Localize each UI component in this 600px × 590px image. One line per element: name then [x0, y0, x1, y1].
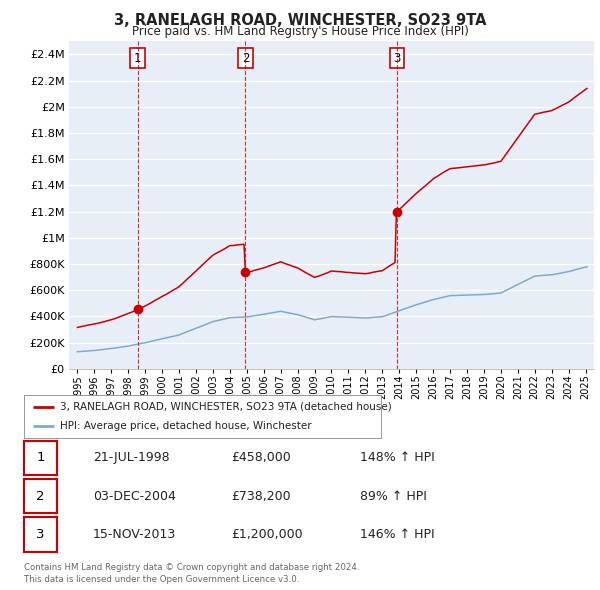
- Text: 3: 3: [36, 528, 45, 541]
- Text: 21-JUL-1998: 21-JUL-1998: [93, 451, 170, 464]
- Text: 89% ↑ HPI: 89% ↑ HPI: [360, 490, 427, 503]
- Text: 3: 3: [394, 52, 401, 65]
- Text: 2: 2: [36, 490, 45, 503]
- Text: This data is licensed under the Open Government Licence v3.0.: This data is licensed under the Open Gov…: [24, 575, 299, 584]
- Text: 1: 1: [134, 52, 142, 65]
- Text: 148% ↑ HPI: 148% ↑ HPI: [360, 451, 435, 464]
- Text: £458,000: £458,000: [231, 451, 291, 464]
- Text: 3, RANELAGH ROAD, WINCHESTER, SO23 9TA: 3, RANELAGH ROAD, WINCHESTER, SO23 9TA: [114, 13, 486, 28]
- Text: HPI: Average price, detached house, Winchester: HPI: Average price, detached house, Winc…: [60, 421, 311, 431]
- Text: 1: 1: [36, 451, 45, 464]
- Text: £738,200: £738,200: [231, 490, 290, 503]
- Text: Price paid vs. HM Land Registry's House Price Index (HPI): Price paid vs. HM Land Registry's House …: [131, 25, 469, 38]
- Text: Contains HM Land Registry data © Crown copyright and database right 2024.: Contains HM Land Registry data © Crown c…: [24, 563, 359, 572]
- Text: 03-DEC-2004: 03-DEC-2004: [93, 490, 176, 503]
- Text: 146% ↑ HPI: 146% ↑ HPI: [360, 528, 434, 541]
- Text: £1,200,000: £1,200,000: [231, 528, 302, 541]
- Text: 2: 2: [242, 52, 249, 65]
- Text: 3, RANELAGH ROAD, WINCHESTER, SO23 9TA (detached house): 3, RANELAGH ROAD, WINCHESTER, SO23 9TA (…: [60, 402, 391, 412]
- Text: 15-NOV-2013: 15-NOV-2013: [93, 528, 176, 541]
